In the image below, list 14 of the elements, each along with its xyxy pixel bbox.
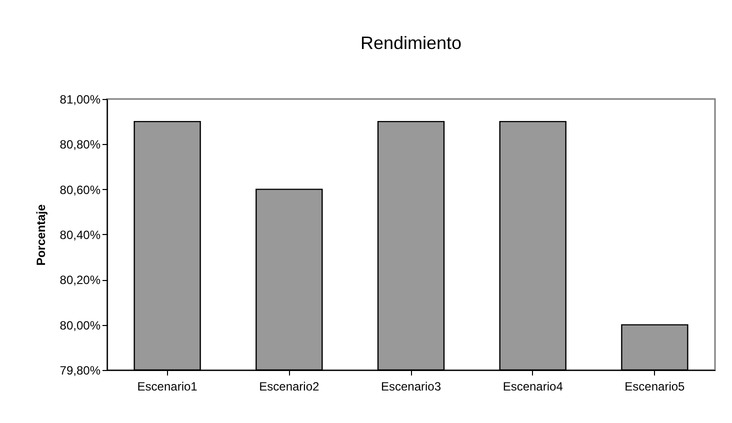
y-axis-title: Porcentaje <box>34 204 48 266</box>
x-tick-label: Escenario2 <box>259 380 320 394</box>
chart-title: Rendimiento <box>360 33 462 53</box>
y-tick-label: 80,20% <box>60 273 101 288</box>
y-tick-label: 79,80% <box>60 364 101 378</box>
x-tick-label: Escenario4 <box>502 380 564 394</box>
y-tick-label: 81,00% <box>60 92 101 106</box>
x-tick-label: Escenario3 <box>380 380 442 394</box>
x-tick-label: Escenario5 <box>624 380 686 394</box>
y-tick-label: 80,00% <box>60 318 101 332</box>
y-tick-label: 80,60% <box>60 182 101 197</box>
y-tick-label: 80,40% <box>60 228 101 242</box>
y-tick-label: 80,80% <box>60 138 101 152</box>
x-tick-label: Escenario1 <box>137 380 198 394</box>
